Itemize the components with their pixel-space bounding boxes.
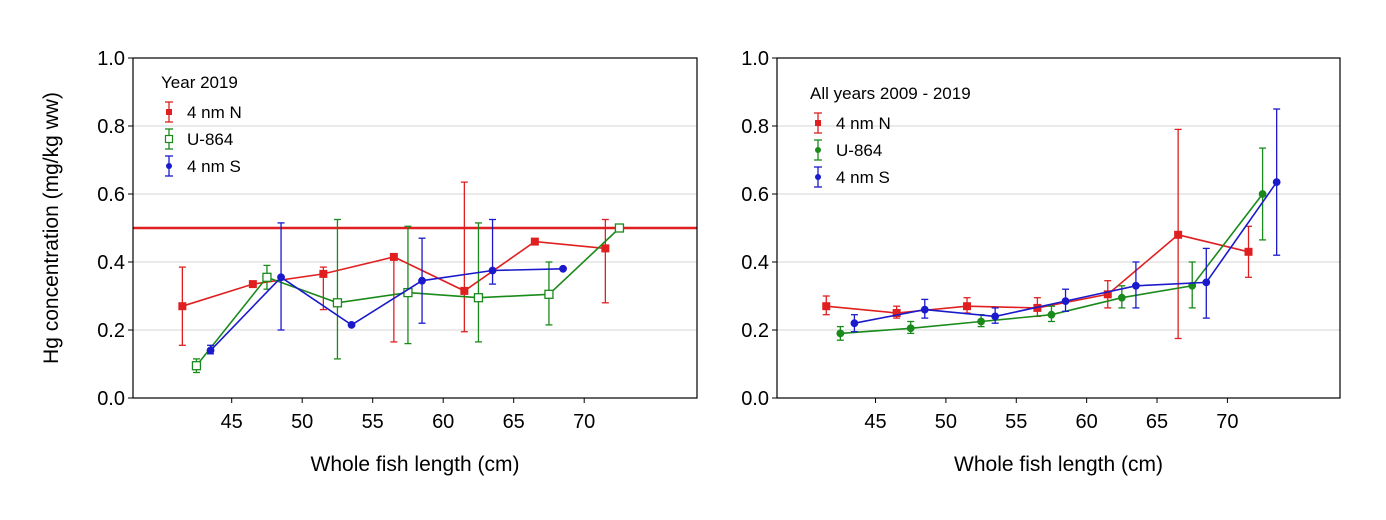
data-point (920, 305, 929, 314)
data-point (418, 276, 426, 285)
legend-marker (815, 147, 821, 153)
x-tick-label: 50 (935, 411, 957, 433)
y-tick-label: 1.0 (97, 48, 125, 70)
data-point (1061, 297, 1070, 306)
series-4-nm-s (206, 218, 567, 355)
data-point (1258, 190, 1267, 198)
y-tick-label: 0.6 (741, 184, 769, 206)
data-point (389, 252, 398, 261)
data-point (248, 280, 257, 289)
x-tick-label: 60 (1076, 411, 1098, 433)
plot-frame (132, 57, 698, 399)
y-tick-label: 1.0 (741, 48, 769, 70)
data-point (1117, 293, 1126, 302)
series-4-nm-s (850, 108, 1281, 333)
x-tick-label: 70 (1216, 411, 1238, 433)
legend-label: U-864 (836, 141, 882, 160)
y-tick-label: 0.8 (741, 116, 769, 138)
data-point (544, 289, 554, 299)
y-tick-label: 0.0 (741, 388, 769, 410)
legend-marker (815, 174, 821, 180)
legend-title: All years 2009 - 2019 (810, 84, 971, 103)
legend-label: 4 nm N (836, 114, 891, 133)
x-tick-label: 70 (573, 411, 595, 433)
data-point (892, 309, 901, 317)
legend-label: 4 nm N (187, 103, 242, 122)
data-point (1174, 230, 1183, 239)
data-point (614, 223, 625, 233)
data-point (178, 302, 187, 311)
data-point (530, 237, 539, 246)
data-point (850, 319, 859, 328)
data-point (977, 317, 985, 326)
legend-marker (166, 109, 172, 115)
data-point (963, 302, 972, 311)
data-point (1272, 178, 1281, 187)
legend-label: 4 nm S (836, 168, 890, 187)
series-u-864 (836, 147, 1267, 341)
chart-panel-2: 0.0 0.2 0.4 0.6 0.8 1.0 45 50 55 60 65 70 Whole fish… (741, 48, 1341, 476)
legend: All years 2009 - 2019 4 nm N U-864 4 nm S (810, 84, 971, 188)
data-point (906, 324, 915, 333)
legend-label: U-864 (187, 130, 233, 149)
legend-marker (164, 134, 174, 144)
data-point (488, 266, 497, 275)
data-point (473, 293, 484, 303)
data-point (991, 312, 1000, 321)
series-4-nm-n (178, 181, 610, 346)
y-axis-label: Hg concentration (mg/kg ww) (40, 92, 63, 364)
y-tick-label: 0.4 (741, 252, 769, 274)
x-axis-label: Whole fish length (cm) (954, 453, 1163, 476)
data-point (206, 346, 215, 355)
data-point (559, 264, 567, 273)
x-tick-label: 65 (503, 411, 525, 433)
legend-label: 4 nm S (187, 157, 241, 176)
x-tick-label: 55 (1005, 411, 1027, 433)
data-point (1244, 247, 1253, 256)
data-point (332, 298, 343, 308)
x-tick-label: 60 (432, 411, 454, 433)
data-point (1047, 310, 1056, 319)
data-point (1132, 281, 1140, 290)
plot-frame (776, 57, 1341, 399)
legend-title: Year 2019 (161, 73, 238, 92)
data-point (460, 286, 469, 295)
x-tick-label: 45 (221, 411, 243, 433)
y-tick-label: 0.0 (97, 388, 125, 410)
y-tick-label: 0.6 (97, 184, 125, 206)
data-point (1202, 278, 1211, 287)
x-tick-label: 45 (864, 411, 886, 433)
data-point (277, 273, 285, 282)
y-tick-label: 0.2 (97, 320, 125, 342)
x-tick-label: 65 (1146, 411, 1168, 433)
chart-panel-1: 0.0 0.2 0.4 0.6 0.8 1.0 45 50 55 60 65 70 Whole fish… (40, 48, 698, 476)
legend: Year 2019 4 nm N U-864 4 nm S (161, 73, 242, 177)
y-tick-label: 0.2 (741, 320, 769, 342)
x-tick-label: 50 (291, 411, 313, 433)
data-point (1103, 290, 1112, 299)
data-point (822, 302, 831, 311)
y-tick-label: 0.4 (97, 252, 125, 274)
legend-marker (815, 120, 821, 126)
series-u-864 (191, 218, 625, 374)
legend-marker (166, 163, 172, 169)
data-point (262, 272, 272, 282)
data-point (836, 329, 845, 338)
series-line (210, 268, 564, 351)
data-point (347, 321, 356, 329)
x-tick-label: 55 (362, 411, 384, 433)
data-point (191, 361, 202, 371)
x-axis-label: Whole fish length (cm) (311, 453, 520, 476)
y-tick-label: 0.8 (97, 116, 125, 138)
data-point (319, 269, 328, 278)
data-point (601, 244, 610, 253)
